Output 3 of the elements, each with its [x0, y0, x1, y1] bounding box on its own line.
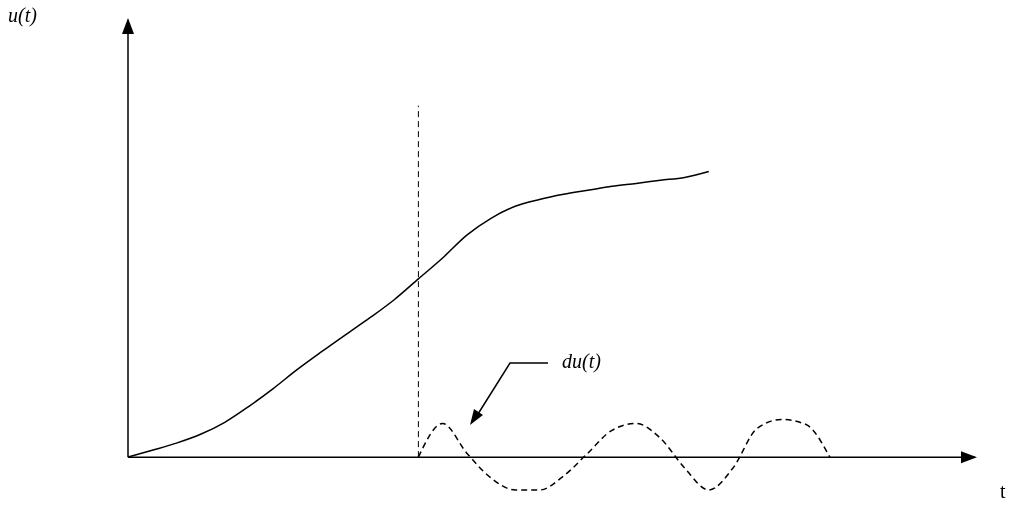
- x-axis-title: t: [1000, 480, 1006, 503]
- annotation: du(t): [562, 350, 601, 373]
- text: u(t): [8, 4, 37, 27]
